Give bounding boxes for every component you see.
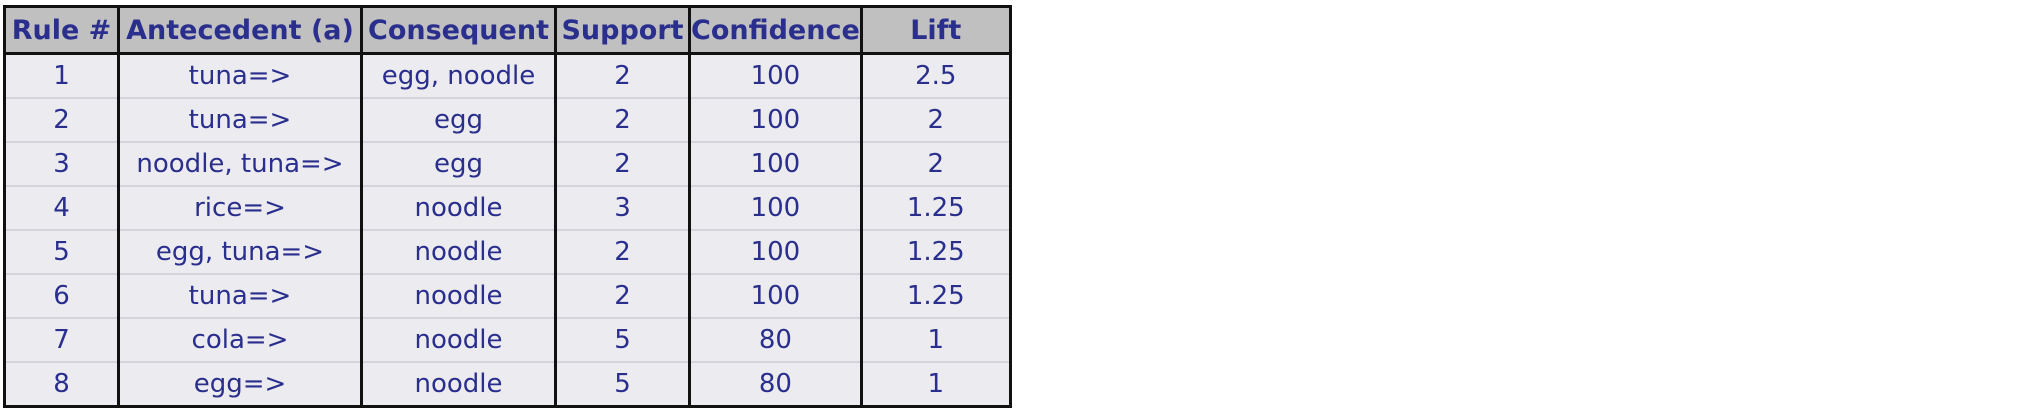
table-row: 4 rice=> noodle 3 100 1.25 <box>3 185 1012 231</box>
cell-antecedent: egg=> <box>117 361 363 407</box>
cell-consequent: noodle <box>360 229 557 275</box>
cell-rule: 4 <box>3 185 120 231</box>
cell-antecedent: tuna=> <box>117 52 363 99</box>
cell-antecedent: cola=> <box>117 317 363 363</box>
cell-lift: 1.25 <box>859 229 1012 275</box>
table-row: 2 tuna=> egg 2 100 2 <box>3 97 1012 143</box>
cell-lift: 2 <box>859 141 1012 187</box>
cell-consequent: noodle <box>360 185 557 231</box>
cell-confidence: 100 <box>688 273 863 319</box>
header-lift: Lift <box>859 6 1012 55</box>
cell-rule: 1 <box>3 52 120 99</box>
cell-consequent: noodle <box>360 317 557 363</box>
cell-consequent: egg <box>360 141 557 187</box>
cell-confidence: 100 <box>688 229 863 275</box>
cell-lift: 1.25 <box>859 273 1012 319</box>
cell-support: 2 <box>554 97 691 143</box>
cell-consequent: egg, noodle <box>360 52 557 99</box>
cell-antecedent: rice=> <box>117 185 363 231</box>
cell-confidence: 100 <box>688 141 863 187</box>
cell-rule: 2 <box>3 97 120 143</box>
cell-antecedent: egg, tuna=> <box>117 229 363 275</box>
cell-support: 3 <box>554 185 691 231</box>
cell-confidence: 80 <box>688 361 863 407</box>
cell-confidence: 100 <box>688 52 863 99</box>
header-rule: Rule # <box>3 6 120 55</box>
header-antecedent: Antecedent (a) <box>117 6 363 55</box>
cell-rule: 5 <box>3 229 120 275</box>
cell-lift: 1 <box>859 361 1012 407</box>
cell-support: 5 <box>554 317 691 363</box>
cell-lift: 1 <box>859 317 1012 363</box>
cell-lift: 2.5 <box>859 52 1012 99</box>
cell-rule: 6 <box>3 273 120 319</box>
cell-rule: 7 <box>3 317 120 363</box>
cell-antecedent: tuna=> <box>117 97 363 143</box>
cell-confidence: 100 <box>688 185 863 231</box>
cell-lift: 1.25 <box>859 185 1012 231</box>
header-confidence: Confidence <box>688 6 863 55</box>
cell-lift: 2 <box>859 97 1012 143</box>
cell-confidence: 80 <box>688 317 863 363</box>
cell-confidence: 100 <box>688 97 863 143</box>
cell-antecedent: tuna=> <box>117 273 363 319</box>
cell-antecedent: noodle, tuna=> <box>117 141 363 187</box>
cell-consequent: noodle <box>360 361 557 407</box>
cell-consequent: egg <box>360 97 557 143</box>
table-row: 6 tuna=> noodle 2 100 1.25 <box>3 273 1012 319</box>
header-row: Rule # Antecedent (a) Consequent Support… <box>3 6 1012 55</box>
table-row: 8 egg=> noodle 5 80 1 <box>3 361 1012 407</box>
cell-support: 2 <box>554 273 691 319</box>
table-row: 3 noodle, tuna=> egg 2 100 2 <box>3 141 1012 187</box>
header-support: Support <box>554 6 691 55</box>
table-row: 7 cola=> noodle 5 80 1 <box>3 317 1012 363</box>
cell-rule: 8 <box>3 361 120 407</box>
cell-consequent: noodle <box>360 273 557 319</box>
cell-support: 2 <box>554 229 691 275</box>
table-row: 1 tuna=> egg, noodle 2 100 2.5 <box>3 52 1012 99</box>
header-consequent: Consequent <box>360 6 557 55</box>
cell-support: 5 <box>554 361 691 407</box>
table-row: 5 egg, tuna=> noodle 2 100 1.25 <box>3 229 1012 275</box>
cell-support: 2 <box>554 52 691 99</box>
cell-support: 2 <box>554 141 691 187</box>
cell-rule: 3 <box>3 141 120 187</box>
association-rules-table: Rule # Antecedent (a) Consequent Support… <box>3 5 1012 408</box>
